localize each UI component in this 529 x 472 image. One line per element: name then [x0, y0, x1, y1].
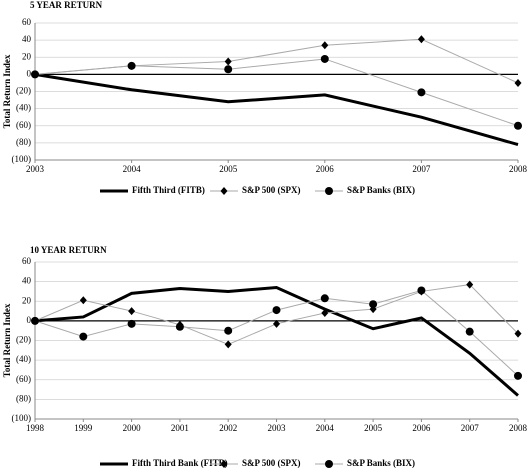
circle-marker [175, 322, 184, 331]
y-tick-label: (40) [16, 354, 31, 364]
circle-marker [320, 54, 329, 63]
diamond-marker [321, 309, 329, 318]
circle-marker [31, 316, 39, 325]
line-chart: 10 YEAR RETURN (100) (80) (60) (40) (20) 0 20 40… [2, 245, 527, 468]
y-tick-label: (20) [16, 86, 31, 96]
circle-marker [369, 300, 378, 309]
diamond-marker [321, 41, 329, 50]
y-axis-label: Total Return Index [2, 54, 12, 128]
legend-label: S&P 500 (SPX) [242, 458, 301, 468]
legend-marker [220, 460, 228, 468]
x-tick-label: 2002 [219, 423, 237, 433]
x-tick-label: 1998 [26, 423, 45, 433]
diamond-marker [417, 35, 425, 44]
legend-marker [325, 460, 333, 468]
y-tick-label: 60 [22, 17, 32, 27]
chart-title: 5 YEAR RETURN [30, 0, 103, 10]
diamond-marker [128, 307, 136, 316]
diamond-marker [273, 319, 280, 328]
y-tick-label: 0 [27, 315, 32, 325]
chart-title: 10 YEAR RETURN [30, 245, 107, 255]
y-tick-label: (100) [12, 154, 32, 164]
circle-marker [417, 88, 426, 97]
diamond-marker [514, 329, 522, 338]
legend-marker [220, 187, 228, 195]
y-tick-label: (80) [16, 393, 31, 403]
y-tick-label: 40 [22, 34, 32, 44]
circle-marker [465, 327, 474, 336]
diamond-marker [224, 57, 232, 66]
x-tick-label: 2007 [412, 164, 431, 174]
x-tick-label: 2006 [316, 164, 335, 174]
y-tick-label: 20 [22, 295, 32, 305]
x-tick-label: 1999 [74, 423, 93, 433]
circle-marker [127, 319, 136, 328]
circle-marker [417, 286, 426, 295]
x-tick-label: 2000 [123, 423, 142, 433]
x-tick-label: 2006 [412, 423, 431, 433]
x-tick-label: 2008 [509, 164, 528, 174]
series-line [34, 72, 519, 147]
circle-marker [514, 121, 522, 130]
legend-label: S&P Banks (BIX) [347, 458, 415, 468]
y-tick-label: (100) [12, 413, 32, 423]
circle-marker [127, 61, 136, 70]
y-axis-label: Total Return Index [2, 303, 12, 377]
y-tick-label: (40) [16, 103, 31, 113]
y-tick-label: (20) [16, 335, 31, 345]
series-line [34, 58, 519, 127]
x-tick-label: 2008 [509, 423, 528, 433]
x-tick-label: 2005 [219, 164, 238, 174]
y-tick-label: 60 [22, 256, 32, 266]
x-tick-label: 2004 [316, 423, 335, 433]
legend-marker [325, 187, 333, 195]
legend-label: S&P 500 (SPX) [242, 185, 301, 195]
y-tick-label: 0 [27, 68, 32, 78]
y-tick-label: 40 [22, 276, 32, 286]
legend-label: Fifth Third (FITB) [132, 185, 205, 195]
circle-marker [514, 371, 522, 380]
circle-marker [224, 326, 233, 335]
legend-label: Fifth Third Bank (FITB) [132, 458, 228, 468]
x-tick-label: 2007 [461, 423, 480, 433]
circle-marker [224, 65, 233, 74]
y-tick-label: (60) [16, 120, 31, 130]
diamond-marker [224, 340, 232, 349]
diamond-marker [466, 280, 474, 289]
x-tick-label: 2003 [26, 164, 45, 174]
line-chart: 5 YEAR RETURN (100) (80) (60) (40) (20) 0 20 40 6… [2, 0, 527, 195]
series-line [34, 285, 519, 397]
circle-marker [272, 306, 281, 315]
y-tick-label: (80) [16, 137, 31, 147]
diamond-marker [79, 296, 87, 305]
series-line [34, 289, 519, 377]
circle-marker [320, 294, 329, 303]
x-tick-label: 2001 [171, 423, 189, 433]
circle-marker [31, 70, 39, 79]
y-tick-label: (60) [16, 374, 31, 384]
series-line [34, 38, 519, 84]
circle-marker [79, 332, 88, 341]
x-tick-label: 2004 [123, 164, 142, 174]
y-tick-label: 20 [22, 51, 32, 61]
legend-label: S&P Banks (BIX) [347, 185, 415, 195]
x-tick-label: 2003 [268, 423, 287, 433]
diamond-marker [514, 78, 522, 87]
x-tick-label: 2005 [364, 423, 383, 433]
